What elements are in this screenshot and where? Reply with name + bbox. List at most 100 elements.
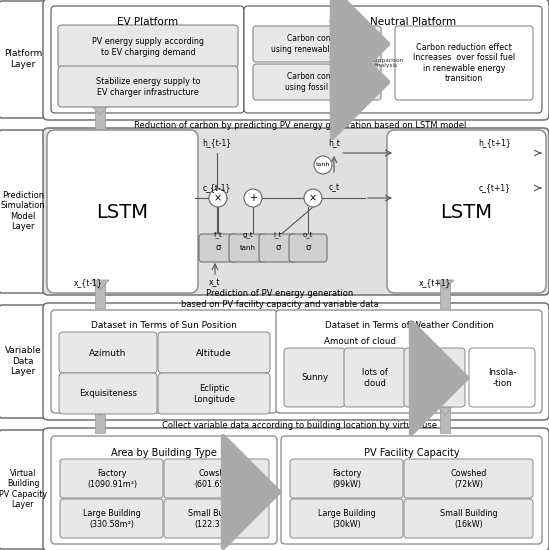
Text: Exquisiteness: Exquisiteness <box>79 389 137 399</box>
Text: Dataset in Terms of Sun Position: Dataset in Terms of Sun Position <box>91 322 237 331</box>
Text: Large Building
(330.58m²): Large Building (330.58m²) <box>83 509 141 529</box>
FancyBboxPatch shape <box>259 234 297 262</box>
Circle shape <box>314 156 332 174</box>
Polygon shape <box>94 405 105 433</box>
FancyBboxPatch shape <box>43 428 549 550</box>
Text: Area by Building Type: Area by Building Type <box>111 448 217 458</box>
Text: Carbon reduction effect
Increases  over fossil fuel
in renewable energy
transiti: Carbon reduction effect Increases over f… <box>413 43 515 83</box>
Text: LSTM: LSTM <box>96 202 148 222</box>
FancyBboxPatch shape <box>58 66 238 107</box>
FancyBboxPatch shape <box>0 130 47 293</box>
Text: x_{t+1}: x_{t+1} <box>419 278 451 288</box>
FancyBboxPatch shape <box>276 310 542 413</box>
FancyBboxPatch shape <box>253 64 381 100</box>
Text: Platform
Layer: Platform Layer <box>4 50 42 69</box>
Text: Large Building
(30kW): Large Building (30kW) <box>318 509 376 529</box>
FancyBboxPatch shape <box>158 332 270 373</box>
Polygon shape <box>440 280 450 308</box>
Text: c_{t+1}: c_{t+1} <box>479 184 511 192</box>
FancyBboxPatch shape <box>43 128 549 295</box>
Text: Variable
Data
Layer: Variable Data Layer <box>4 346 41 376</box>
Text: σ: σ <box>305 244 311 252</box>
FancyBboxPatch shape <box>290 499 403 538</box>
Text: Prediction of PV energy generation
based on PV facility capacity and variable da: Prediction of PV energy generation based… <box>181 289 379 309</box>
Text: o_t: o_t <box>302 232 313 238</box>
Circle shape <box>244 189 262 207</box>
Text: Cowshed
(601.65m²): Cowshed (601.65m²) <box>194 469 239 489</box>
Text: Virtual
Building
PV Capacity
Layer: Virtual Building PV Capacity Layer <box>0 469 47 509</box>
Text: +: + <box>249 193 257 203</box>
Text: Factory
(99kW): Factory (99kW) <box>332 469 362 489</box>
Text: Ecliptic
Longitude: Ecliptic Longitude <box>193 384 235 404</box>
FancyBboxPatch shape <box>59 373 157 414</box>
FancyBboxPatch shape <box>59 332 157 373</box>
FancyBboxPatch shape <box>164 499 269 538</box>
Polygon shape <box>436 405 454 415</box>
FancyBboxPatch shape <box>158 373 270 414</box>
Text: σ: σ <box>215 244 221 252</box>
FancyBboxPatch shape <box>289 234 327 262</box>
Text: Factory
(1090.91m²): Factory (1090.91m²) <box>87 469 137 489</box>
Text: Stabilize energy supply to
EV charger infrastructure: Stabilize energy supply to EV charger in… <box>96 78 200 97</box>
Text: tanh: tanh <box>316 162 330 168</box>
FancyBboxPatch shape <box>404 348 465 407</box>
Text: Amount of cloud: Amount of cloud <box>324 337 396 345</box>
Text: Prediction
Simulation
Model
Layer: Prediction Simulation Model Layer <box>1 191 46 231</box>
Text: Carbon Neutral Platform: Carbon Neutral Platform <box>329 17 457 27</box>
Text: Sunny: Sunny <box>301 373 328 382</box>
FancyBboxPatch shape <box>60 499 163 538</box>
Text: Collect variable data according to building location by virtual use: Collect variable data according to build… <box>163 421 438 430</box>
Text: Small Building
(122.31m²): Small Building (122.31m²) <box>188 509 246 529</box>
Text: Cowshed
(72kW): Cowshed (72kW) <box>451 469 487 489</box>
FancyBboxPatch shape <box>404 499 533 538</box>
Text: h_{t+1}: h_{t+1} <box>479 139 511 147</box>
FancyBboxPatch shape <box>43 303 549 420</box>
FancyBboxPatch shape <box>387 130 546 293</box>
FancyBboxPatch shape <box>0 1 47 118</box>
FancyBboxPatch shape <box>281 436 542 544</box>
Text: h_t: h_t <box>328 139 340 147</box>
Text: i_t: i_t <box>274 232 282 238</box>
Text: Comparison
Analysis: Comparison Analysis <box>368 58 404 68</box>
Text: LSTM: LSTM <box>440 202 492 222</box>
FancyBboxPatch shape <box>47 130 198 293</box>
FancyBboxPatch shape <box>253 26 381 62</box>
Polygon shape <box>94 280 105 308</box>
Text: x_t: x_t <box>209 278 221 288</box>
Text: Small Building
(16kW): Small Building (16kW) <box>440 509 498 529</box>
Polygon shape <box>440 405 450 433</box>
FancyBboxPatch shape <box>0 430 47 549</box>
Text: Azimuth: Azimuth <box>89 349 127 358</box>
Text: h_{t-1}: h_{t-1} <box>203 139 232 147</box>
Polygon shape <box>91 105 109 115</box>
FancyBboxPatch shape <box>344 348 405 407</box>
Text: PV energy supply according
to EV charging demand: PV energy supply according to EV chargin… <box>92 37 204 57</box>
Text: f_t: f_t <box>214 232 222 238</box>
Text: Dataset in Terms of Weather Condition: Dataset in Terms of Weather Condition <box>324 322 494 331</box>
FancyBboxPatch shape <box>51 6 244 113</box>
Text: lots of
cloud: lots of cloud <box>362 368 388 388</box>
Text: EV Platform: EV Platform <box>117 17 178 27</box>
FancyBboxPatch shape <box>43 0 549 120</box>
FancyBboxPatch shape <box>244 6 542 113</box>
Text: g_t: g_t <box>243 232 253 238</box>
Text: x_{t-1}: x_{t-1} <box>74 278 102 288</box>
FancyBboxPatch shape <box>164 459 269 498</box>
FancyBboxPatch shape <box>51 310 277 413</box>
Text: Insola-
-tion: Insola- -tion <box>488 368 516 388</box>
Text: c_t: c_t <box>328 184 340 192</box>
FancyBboxPatch shape <box>395 26 533 100</box>
FancyBboxPatch shape <box>58 25 238 68</box>
Polygon shape <box>436 280 454 290</box>
Polygon shape <box>94 105 105 133</box>
Polygon shape <box>91 280 109 290</box>
Polygon shape <box>91 405 109 415</box>
FancyBboxPatch shape <box>290 459 403 498</box>
FancyBboxPatch shape <box>229 234 267 262</box>
FancyBboxPatch shape <box>284 348 345 407</box>
Text: Carbon content
using fossil fuels: Carbon content using fossil fuels <box>285 72 349 92</box>
Text: Carbon content
using renewable energy: Carbon content using renewable energy <box>271 34 363 54</box>
Text: Reduction of carbon by predicting PV energy generation based on LSTM model: Reduction of carbon by predicting PV ene… <box>134 120 466 129</box>
Text: PV Facility Capacity: PV Facility Capacity <box>364 448 460 458</box>
FancyBboxPatch shape <box>404 459 533 498</box>
